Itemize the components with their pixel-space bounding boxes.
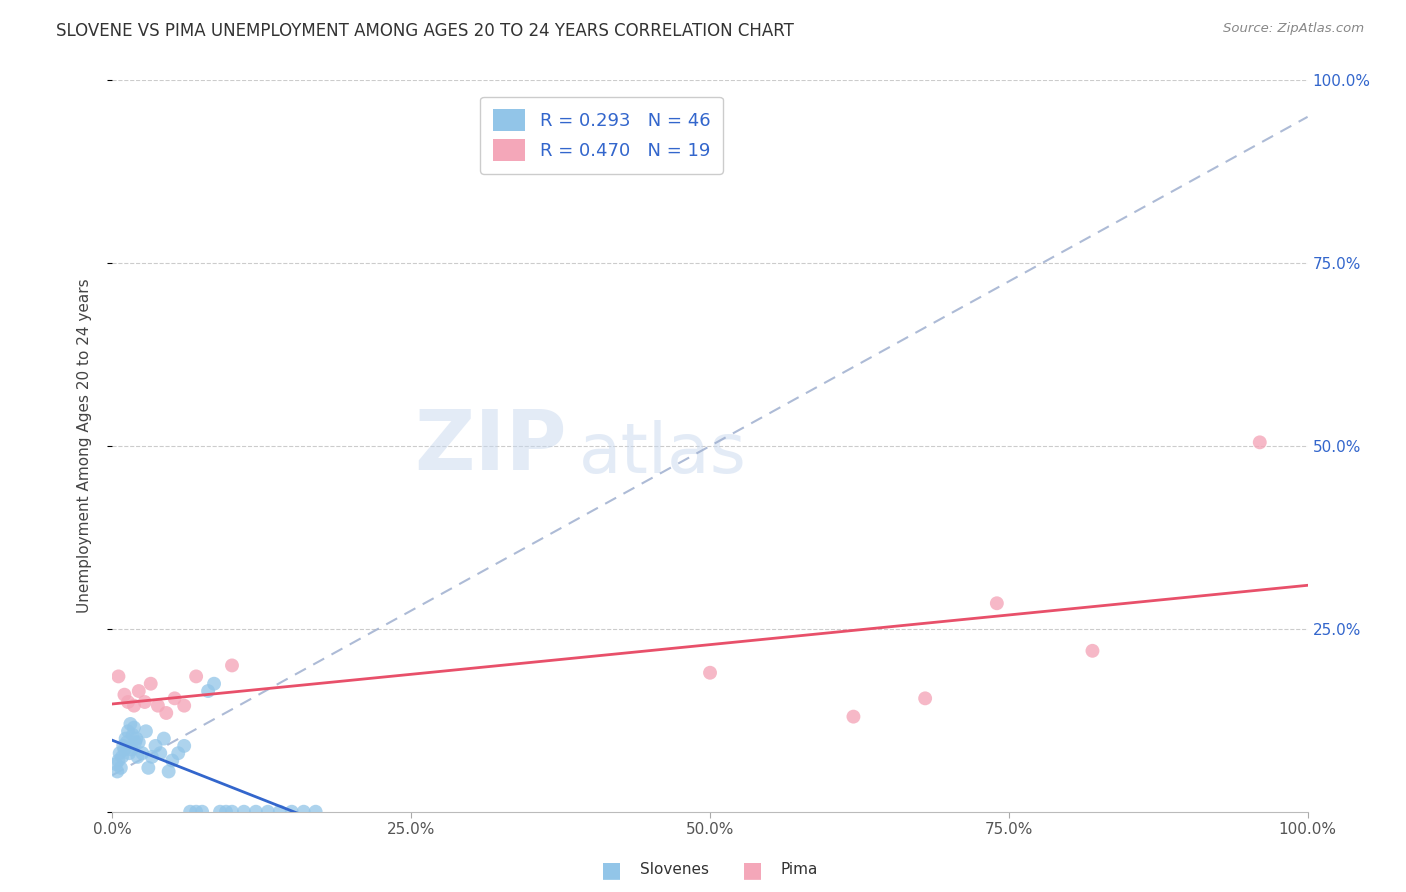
Point: [134, 695, 156, 709]
Point: [128, 735, 150, 749]
Text: Source: ZipAtlas.com: Source: ZipAtlas.com: [1223, 22, 1364, 36]
Point: [157, 764, 180, 779]
Point: [105, 764, 128, 779]
Point: [257, 805, 280, 819]
Point: [127, 749, 149, 764]
Point: [128, 684, 150, 698]
Point: [191, 805, 214, 819]
Point: [186, 669, 208, 683]
Y-axis label: Unemployment Among Ages 20 to 24 years: Unemployment Among Ages 20 to 24 years: [77, 278, 91, 614]
Text: ZIP: ZIP: [415, 406, 567, 486]
Point: [125, 731, 148, 746]
Point: [107, 754, 129, 768]
Point: [186, 805, 208, 819]
Point: [124, 735, 146, 749]
Point: [112, 739, 135, 753]
Point: [1249, 435, 1271, 450]
Point: [107, 669, 129, 683]
Point: [153, 731, 176, 746]
Point: [162, 754, 183, 768]
Point: [173, 698, 195, 713]
Point: [173, 739, 195, 753]
Point: [155, 706, 177, 720]
Point: [304, 805, 326, 819]
Point: [139, 676, 162, 690]
Point: [197, 684, 219, 698]
Point: [145, 739, 167, 753]
Point: [699, 665, 721, 680]
Point: [131, 746, 153, 760]
Point: [202, 676, 225, 690]
Point: [179, 805, 201, 819]
Point: [281, 805, 304, 819]
Legend: R = 0.293   N = 46, R = 0.470   N = 19: R = 0.293 N = 46, R = 0.470 N = 19: [479, 96, 723, 174]
Text: SLOVENE VS PIMA UNEMPLOYMENT AMONG AGES 20 TO 24 YEARS CORRELATION CHART: SLOVENE VS PIMA UNEMPLOYMENT AMONG AGES …: [56, 22, 794, 40]
Point: [914, 691, 936, 706]
Point: [292, 805, 315, 819]
Point: [114, 688, 135, 702]
Point: [986, 596, 1008, 610]
Point: [138, 761, 160, 775]
Point: [163, 691, 186, 706]
Point: [122, 698, 145, 713]
Point: [146, 698, 169, 713]
Point: [122, 721, 145, 735]
Point: [269, 805, 291, 819]
Point: [120, 717, 142, 731]
Point: [114, 742, 135, 756]
Point: [111, 749, 134, 764]
Point: [245, 805, 267, 819]
Point: [108, 746, 131, 760]
Point: [208, 805, 231, 819]
Point: [167, 746, 190, 760]
Point: [117, 724, 139, 739]
Point: [842, 709, 865, 723]
Point: [105, 757, 128, 772]
Point: [117, 695, 139, 709]
Point: [232, 805, 256, 819]
Point: [149, 746, 172, 760]
Point: [121, 728, 143, 742]
Text: atlas: atlas: [579, 420, 747, 487]
Point: [121, 742, 143, 756]
Point: [114, 731, 136, 746]
Point: [1081, 644, 1104, 658]
Point: [221, 805, 243, 819]
Text: ■: ■: [602, 860, 621, 880]
Text: Pima: Pima: [780, 863, 818, 877]
Point: [221, 658, 243, 673]
Point: [141, 749, 163, 764]
Text: Slovenes: Slovenes: [640, 863, 709, 877]
Point: [115, 735, 138, 749]
Point: [118, 746, 141, 760]
Point: [110, 761, 132, 775]
Point: [135, 724, 157, 739]
Text: ■: ■: [742, 860, 762, 880]
Point: [215, 805, 238, 819]
